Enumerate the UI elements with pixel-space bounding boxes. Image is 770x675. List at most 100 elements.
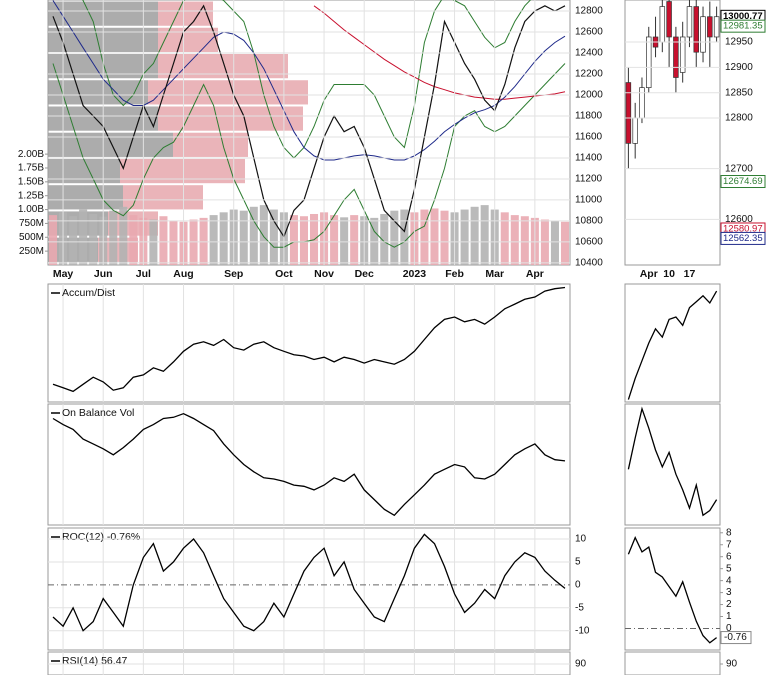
y-tick-label: 12950: [725, 37, 753, 48]
last-value-box: [720, 19, 766, 33]
candle-body: [679, 36, 686, 73]
y-tick-label: 11200: [575, 174, 603, 185]
y-tick-label: 11400: [575, 153, 603, 164]
candle-body: [646, 36, 652, 88]
y-tick-label: 11000: [575, 195, 603, 206]
x-tick-label: Nov: [314, 268, 334, 280]
y-tick-label: 12600: [725, 214, 753, 225]
y-tick-label: -10: [575, 625, 590, 636]
y-tick-label: 12200: [575, 69, 603, 80]
candle-body: [673, 36, 679, 78]
candle-body: [693, 6, 699, 53]
last-value-label: -0.76: [724, 632, 747, 643]
y-tick-label: 7: [726, 539, 732, 550]
y-tick-label: 12800: [725, 113, 753, 124]
volume-bar: [550, 220, 559, 265]
y-tick-label: 90: [575, 659, 587, 670]
y-tick-label: 11800: [575, 111, 603, 122]
pane-title: RSI(14) 56.47: [62, 655, 128, 667]
volume-bar: [109, 210, 118, 265]
pane-frame: [47, 527, 571, 651]
pane-frame: [624, 283, 721, 403]
volume-bar: [219, 212, 228, 265]
volume-tick-label: 1.25B: [18, 190, 44, 201]
x-tick-label: 10: [663, 268, 675, 280]
series-line: [627, 406, 718, 517]
series-line: [627, 290, 718, 400]
volume-tick-label: 1.75B: [18, 163, 44, 174]
series-line: [52, 4, 566, 239]
mini-price-pane: [625, 0, 720, 169]
candle-body: [632, 117, 638, 144]
volume-by-price-up: [173, 132, 248, 157]
candle-body: [713, 16, 720, 38]
candle-body: [666, 1, 672, 38]
volume-bar: [269, 209, 278, 265]
y-tick-label: 8: [726, 527, 732, 538]
y-tick-label: 0: [575, 580, 581, 591]
last-value-label: 12674.69: [723, 176, 763, 187]
y-tick-label: 11600: [575, 132, 603, 143]
volume-bar: [500, 212, 509, 265]
last-value-label: 13000.77: [723, 11, 763, 22]
y-tick-label: 3: [726, 587, 732, 598]
y-tick-label: 5: [575, 557, 581, 568]
candle-body: [686, 6, 693, 38]
pane-frame: [47, 283, 571, 403]
y-tick-label: 90: [726, 659, 738, 670]
x-tick-label: Dec: [355, 268, 374, 280]
volume-bar: [510, 215, 519, 265]
volume-by-price-down: [48, 185, 123, 210]
candle-body: [625, 82, 632, 144]
candle-body: [639, 87, 645, 119]
y-tick-label: 4: [726, 575, 732, 586]
volume-bar: [129, 215, 138, 265]
x-tick-label: Feb: [445, 268, 464, 280]
y-tick-label: 10800: [575, 216, 603, 227]
volume-bar: [89, 213, 98, 265]
pane-title: Accum/Dist: [62, 287, 115, 299]
y-tick-label: 1: [726, 611, 732, 622]
x-tick-label: Oct: [275, 268, 293, 280]
volume-bar: [259, 205, 268, 265]
last-value-box: [720, 231, 766, 245]
volume-bar: [69, 216, 78, 265]
volume-by-price-up: [158, 27, 218, 52]
last-value-label: 12580.97: [723, 223, 763, 234]
x-tick-label: Aug: [173, 268, 193, 280]
x-tick-label: May: [53, 268, 74, 280]
volume-tick-label: 250M: [19, 246, 44, 257]
y-tick-label: 12900: [725, 62, 753, 73]
volume-bar: [520, 216, 529, 265]
series-line: [313, 5, 566, 100]
volume-tick-label: 1.50B: [18, 176, 44, 187]
volume-bar: [430, 208, 439, 265]
x-tick-label: 2023: [403, 268, 427, 280]
y-tick-label: 0: [726, 623, 732, 634]
y-tick-label: 12700: [725, 163, 753, 174]
candle-body: [659, 6, 666, 43]
x-tick-label: 17: [684, 268, 696, 280]
volume-by-price-up: [120, 158, 245, 184]
y-tick-label: 6: [726, 551, 732, 562]
x-tick-label: Sep: [224, 268, 243, 280]
volume-bar: [390, 210, 399, 265]
volume-by-price-up: [158, 106, 303, 131]
volume-bar: [560, 221, 569, 265]
x-tick-label: Apr: [526, 268, 544, 280]
y-tick-label: 12000: [575, 90, 603, 101]
y-tick-label: 10400: [575, 258, 603, 269]
series-line: [52, 63, 566, 248]
volume-by-price-up: [158, 1, 213, 26]
last-value-label: 12562.35: [723, 233, 763, 244]
pane-title: ROC(12) -0.76%: [62, 531, 140, 543]
volume-by-price-down: [48, 158, 120, 184]
volume-bar: [299, 216, 308, 265]
last-value-box: [720, 631, 752, 645]
volume-bar: [400, 209, 409, 265]
y-tick-label: 10600: [575, 237, 603, 248]
volume-bar: [239, 210, 248, 265]
last-value-label: 12981.35: [723, 21, 763, 32]
volume-tick-label: 2.00B: [18, 149, 44, 160]
